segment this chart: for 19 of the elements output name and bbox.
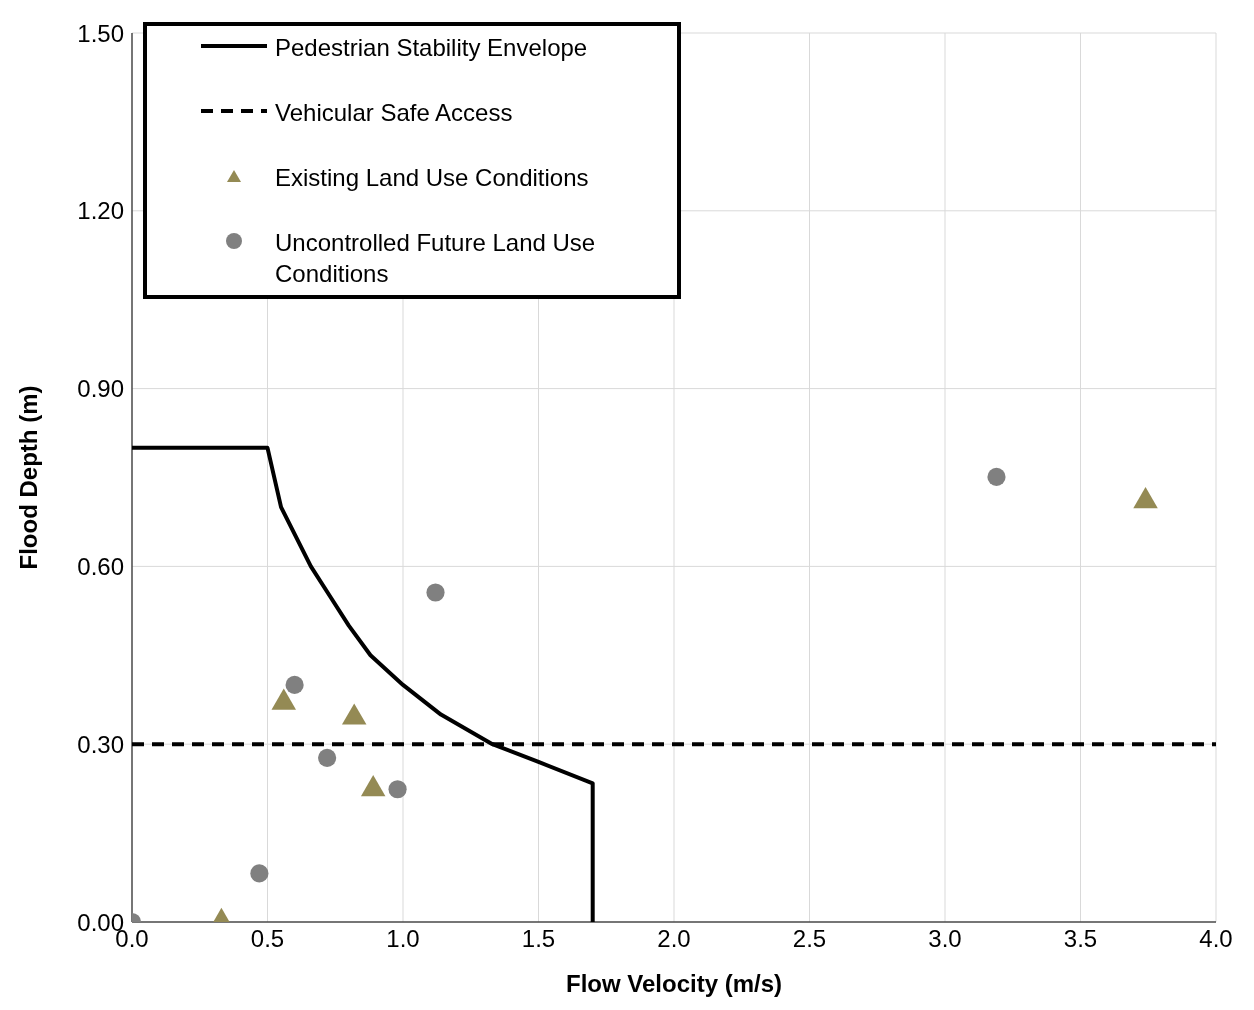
y-axis-title: Flood Depth (m) [14,385,42,570]
y-tick-label: 0.90 [77,375,124,403]
legend-label: Vehicular Safe Access [275,98,514,128]
x-tick-label: 3.0 [928,925,962,953]
y-tick-label: 0.30 [77,730,124,758]
y-tick-label: 1.20 [77,197,124,225]
x-tick-label: 1.0 [386,925,420,953]
x-tick-label: 0.5 [250,925,285,953]
legend-label: Pedestrian Stability Envelope [275,33,589,63]
x-axis-title: Flow Velocity (m/s) [565,970,783,997]
x-tick-label: 2.5 [792,925,827,953]
y-tick-label: 0.60 [77,552,124,580]
x-tick-label: 1.5 [521,925,556,953]
y-tick-label: 1.50 [77,19,124,47]
x-tick-label: 3.5 [1063,925,1098,953]
legend-label: Uncontrolled Future Land Use Conditions [275,228,597,289]
legend-label: Existing Land Use Conditions [275,163,590,193]
x-tick-label: 4.0 [1199,925,1233,953]
x-tick-label: 2.0 [657,925,691,953]
